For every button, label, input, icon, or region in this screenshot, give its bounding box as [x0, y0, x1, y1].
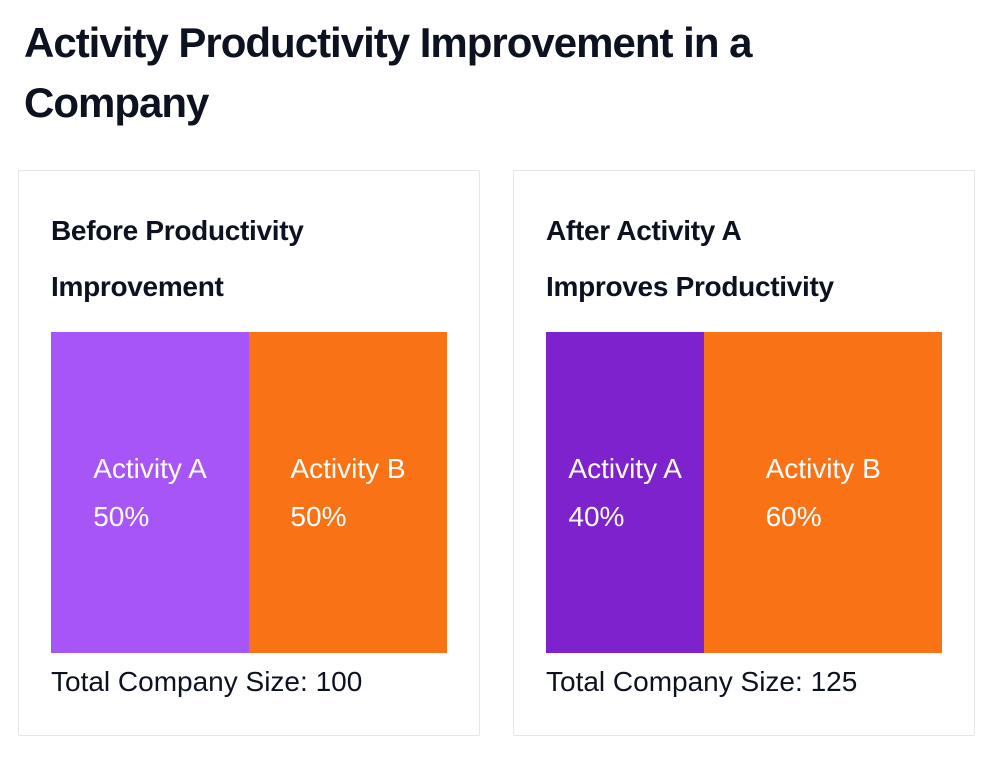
after-card: After Activity A Improves Productivity A…	[513, 170, 975, 736]
after-card-title: After Activity A Improves Productivity	[546, 215, 834, 302]
before-segment-activity-a: Activity A 50%	[51, 332, 249, 653]
segment-activity-a-label: Activity A	[568, 452, 682, 484]
segment-activity-a-label: Activity A	[93, 452, 207, 484]
segment-activity-a-percent: 40%	[568, 500, 625, 532]
segment-text: Activity A 50%	[93, 445, 207, 541]
cards-container: Before Productivity Improvement Activity…	[18, 170, 980, 736]
segment-activity-b-percent: 60%	[765, 500, 822, 532]
segment-activity-b-label: Activity B	[765, 452, 881, 484]
after-segment-activity-b: Activity B 60%	[704, 332, 942, 653]
page-title: Activity Productivity Improvement in a C…	[24, 19, 753, 126]
segment-activity-b-label: Activity B	[290, 452, 406, 484]
segment-text: Activity A 40%	[568, 445, 682, 541]
segment-text: Activity B 50%	[290, 445, 405, 541]
before-bar: Activity A 50% Activity B 50%	[51, 332, 447, 653]
segment-activity-a-percent: 50%	[93, 500, 150, 532]
before-card: Before Productivity Improvement Activity…	[18, 170, 480, 736]
after-segment-activity-a: Activity A 40%	[546, 332, 705, 653]
before-card-title: Before Productivity Improvement	[51, 215, 304, 302]
before-total-company-size: Total Company Size: 100	[51, 666, 363, 697]
before-segment-activity-b: Activity B 50%	[249, 332, 447, 653]
after-total-company-size: Total Company Size: 125	[546, 666, 858, 697]
segment-text: Activity B 60%	[766, 445, 881, 541]
after-bar: Activity A 40% Activity B 60%	[546, 332, 942, 653]
segment-activity-b-percent: 50%	[290, 500, 347, 532]
